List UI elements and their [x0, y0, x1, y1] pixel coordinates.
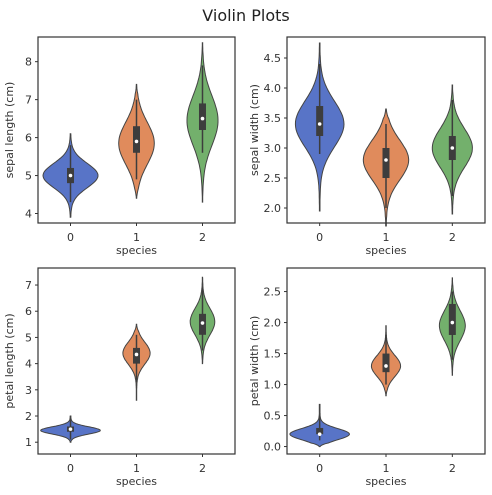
violin-median-dot: [450, 320, 455, 325]
y-tick-label: 8: [25, 56, 32, 69]
x-axis-label: species: [116, 244, 157, 257]
violin-1: [362, 108, 410, 227]
violin-median-dot: [200, 116, 205, 121]
panel-4: 0.0 0.5 1.0 1.5 2.0 2.5 0 1 2 species petal width …: [248, 267, 486, 488]
y-tick-label: 3.0: [264, 142, 282, 155]
x-axis-label: species: [116, 475, 157, 488]
x-tick-label: 0: [316, 462, 323, 475]
y-tick-label: 1.0: [264, 379, 282, 392]
violin-median-dot: [317, 122, 322, 126]
violin-median-dot: [68, 173, 73, 178]
y-tick-label: 6: [25, 305, 32, 318]
violin-0: [294, 42, 345, 212]
y-tick-label: 7: [25, 94, 32, 107]
x-axis-label: species: [365, 475, 406, 488]
panel-1: 4 5 6 7 8 0 1 2 species sepal length (cm): [3, 36, 236, 257]
y-tick-label: 3.5: [264, 112, 282, 125]
panel-2: 2.0 2.5 3.0 3.5 4.0 4.5 0 1 2 species sepal width …: [248, 36, 486, 257]
y-tick-label: 1.5: [264, 348, 282, 361]
violin-iqr-box: [133, 126, 140, 153]
x-tick-label: 0: [316, 231, 323, 244]
violin-iqr-box: [316, 106, 324, 136]
x-tick-label: 2: [199, 231, 206, 244]
x-tick-label: 1: [383, 462, 390, 475]
violin-median-dot: [134, 139, 139, 144]
y-tick-label: 2.5: [264, 286, 282, 299]
violin-iqr-box: [316, 427, 324, 435]
figure-title: Violin Plots: [202, 6, 289, 25]
y-axis-label: petal width (cm): [248, 316, 261, 407]
x-tick-label: 2: [449, 231, 456, 244]
x-tick-label: 0: [67, 231, 74, 244]
y-tick-label: 5: [25, 331, 32, 344]
violin-median-dot: [68, 427, 73, 431]
violin-median-dot: [200, 321, 205, 325]
violin-median-dot: [317, 432, 322, 436]
y-tick-label: 6: [25, 132, 32, 145]
x-axis-label: species: [365, 244, 406, 257]
violin-iqr-box: [382, 148, 390, 178]
x-tick-label: 2: [449, 462, 456, 475]
y-axis-label: petal length (cm): [3, 313, 16, 408]
y-tick-label: 5: [25, 170, 32, 183]
violin-0: [42, 133, 99, 218]
panel-3: 1 2 3 4 5 6 7 0 1 2 species petal length (cm): [3, 267, 236, 488]
y-tick-label: 0.5: [264, 410, 282, 423]
x-tick-label: 2: [199, 462, 206, 475]
violin-median-dot: [134, 352, 139, 357]
x-tick-label: 1: [133, 462, 140, 475]
violin-2: [438, 277, 466, 376]
violin-1: [122, 323, 151, 401]
violin-0: [40, 415, 101, 443]
y-tick-label: 2.5: [264, 172, 282, 185]
violin-iqr-box: [198, 103, 206, 130]
violin-iqr-box: [382, 353, 390, 373]
y-tick-label: 4: [25, 358, 32, 371]
violin-iqr-box: [448, 303, 456, 335]
y-tick-label: 4.0: [264, 82, 282, 95]
y-tick-label: 4: [25, 208, 32, 221]
y-tick-label: 0.0: [264, 441, 282, 454]
x-tick-label: 1: [383, 231, 390, 244]
violin-1: [370, 325, 402, 397]
x-tick-label: 0: [67, 462, 74, 475]
y-tick-label: 3: [25, 384, 32, 397]
y-axis-label: sepal width (cm): [248, 84, 261, 176]
violin-median-dot: [384, 364, 388, 368]
violin-2: [431, 84, 473, 215]
y-tick-label: 7: [25, 279, 32, 292]
y-tick-label: 2: [25, 410, 32, 423]
violin-2: [186, 42, 219, 203]
y-tick-label: 1: [25, 436, 32, 449]
y-tick-label: 2.0: [264, 317, 282, 330]
violin-0: [289, 403, 350, 448]
y-tick-label: 2.0: [264, 202, 282, 215]
y-tick-label: 4.5: [264, 52, 282, 65]
violin-median-dot: [384, 158, 388, 162]
y-axis-label: sepal length (cm): [3, 82, 16, 179]
violin-1: [118, 83, 155, 199]
violin-2: [189, 276, 216, 365]
panels: 4 5 6 7 8 0 1 2 species sepal length (cm) 2.0 2.5 3.…: [3, 36, 486, 488]
x-tick-label: 1: [133, 231, 140, 244]
violin-median-dot: [450, 146, 455, 150]
